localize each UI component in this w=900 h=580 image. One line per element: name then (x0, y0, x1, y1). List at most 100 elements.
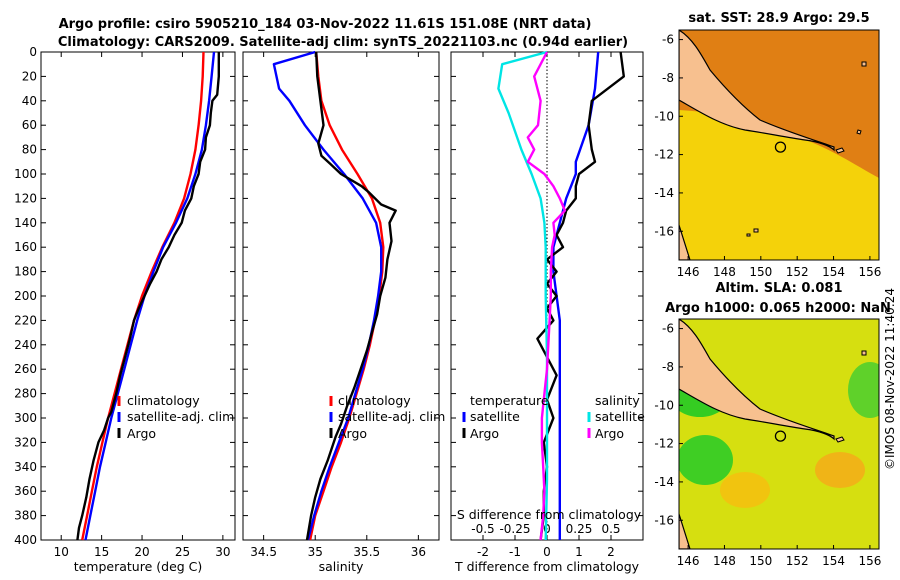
map-lat-tick-label: -6 (662, 33, 674, 47)
map-lat-tick-label: -12 (654, 437, 674, 451)
depth-tick-label: 280 (14, 387, 37, 401)
map-lon-tick-label: 150 (749, 265, 772, 279)
legend-label-argo: Argo (338, 426, 367, 441)
s-difference-tick-label: -0.25 (499, 522, 530, 536)
sst-map (679, 30, 879, 260)
depth-tick-label: 100 (14, 167, 37, 181)
depth-tick-label: 340 (14, 460, 37, 474)
map-lon-tick-label: 154 (822, 265, 845, 279)
depth-tick-group: 0 20 40 60 80 100 120 140 160 180 200 220 240 260 280 3… (14, 45, 643, 547)
map-lat-tick-label: -10 (654, 398, 674, 412)
sla-map-frame (678, 318, 880, 550)
depth-tick-label: 260 (14, 362, 37, 376)
legend-label-t-satellite: satellite (470, 409, 520, 424)
depth-tick-label: 160 (14, 240, 37, 254)
legend-label-climatology: climatology (127, 393, 200, 408)
map-lon-tick-label: 148 (713, 265, 736, 279)
argo-location-marker (774, 430, 787, 442)
depth-tick-label: 360 (14, 484, 37, 498)
depth-tick-label: 400 (14, 533, 37, 547)
salinity-series-satellite-adj-clim (272, 50, 383, 541)
reef-outlines (746, 228, 759, 237)
legend-title-temperature: temperature (470, 393, 549, 408)
depth-tick-label: 320 (14, 435, 37, 449)
sla-field (679, 319, 879, 549)
sla-map (679, 319, 879, 549)
salinity-series-climatology (308, 51, 385, 541)
map-lon-tick-label: 152 (786, 265, 809, 279)
sst-map-ticks: 146 148 150 152 154 156 -6 -8 -10 -12 -14 -16 (654, 33, 881, 279)
map-lat-tick-label: -14 (654, 475, 674, 489)
depth-tick-label: 180 (14, 265, 37, 279)
temperature-panel: 10 15 20 25 30 (54, 51, 231, 559)
imos-credit: ©IMOS 08-Nov-2022 11:40:24 (883, 288, 897, 470)
legend-label-s-satellite: satellite (595, 409, 645, 424)
map-lon-tick-label: 148 (713, 554, 736, 568)
legend-label-satellite: satellite-adj. clim (127, 409, 234, 424)
depth-tick-label: 380 (14, 509, 37, 523)
map-lat-tick-label: -8 (662, 71, 674, 85)
depth-tick-label: 240 (14, 338, 37, 352)
island-outlines (835, 350, 867, 443)
map-lon-tick-label: 146 (677, 554, 700, 568)
depth-tick-label: 60 (22, 118, 37, 132)
salinity-axes-frame (242, 51, 440, 541)
temperature-xtick-label: 25 (175, 545, 190, 559)
depth-tick-label: 40 (22, 94, 37, 108)
temperature-legend: climatology satellite-adj. clim Argo (117, 393, 234, 441)
map-lat-tick-label: -6 (662, 322, 674, 336)
temperature-xtick-label: 15 (94, 545, 109, 559)
map-lon-tick-label: 150 (749, 554, 772, 568)
depth-tick-label: 200 (14, 289, 37, 303)
sst-map-frame (678, 29, 880, 261)
map-lon-tick-label: 146 (677, 265, 700, 279)
s-difference-xlabel: S difference from climatology (457, 507, 642, 522)
argo-location-marker (774, 141, 787, 153)
depth-tick-label: 0 (29, 45, 37, 59)
depth-tick-label: 80 (22, 143, 37, 157)
difference-xtick-label: 2 (607, 545, 615, 559)
legend-label-argo: Argo (127, 426, 156, 441)
difference-legend: temperature satellite Argo salinity sate… (462, 393, 645, 441)
salinity-xtick-label: 35 (308, 545, 323, 559)
australia-land (679, 513, 691, 549)
difference-panel: -2 -1 0 1 2-0.5 -0.25 0 0.25 0.5 (471, 50, 625, 559)
s-difference-tick-label: -0.5 (471, 522, 494, 536)
salinity-legend: climatology satellite-adj. clim Argo (329, 393, 445, 441)
difference-series-t-satellite (552, 51, 600, 540)
legend-label-s-argo: Argo (595, 426, 624, 441)
salinity-panel: 34.5 35 35.5 36 (250, 50, 426, 559)
temperature-series-satellite-adj-clim (84, 51, 216, 541)
difference-xtick-label: -1 (509, 545, 521, 559)
salinity-xlabel: salinity (319, 559, 364, 574)
difference-xtick-label: 0 (543, 545, 551, 559)
sst-map-title: sat. SST: 28.9 Argo: 29.5 (688, 11, 869, 26)
s-difference-tick-label: 0.5 (601, 522, 620, 536)
salinity-xtick-label: 36 (411, 545, 426, 559)
sla-map-ticks: 146 148 150 152 154 156 -6 -8 -10 -12 -14 -16 (654, 322, 881, 568)
t-difference-xlabel: T difference from climatology (454, 559, 640, 574)
temperature-xtick-label: 10 (54, 545, 69, 559)
island-outlines (835, 61, 867, 154)
difference-xtick-label: -2 (477, 545, 489, 559)
legend-label-t-argo: Argo (470, 426, 499, 441)
sla-low-patch (848, 362, 879, 418)
difference-series-t-argo (536, 51, 625, 541)
figure-title-line2: Climatology: CARS2009. Satellite-adj cli… (58, 35, 628, 50)
map-lon-tick-label: 156 (858, 265, 881, 279)
map-lat-tick-label: -8 (662, 360, 674, 374)
map-lat-tick-label: -10 (654, 109, 674, 123)
map-lon-tick-label: 154 (822, 554, 845, 568)
new-guinea-land (679, 30, 835, 152)
figure-title-line1: Argo profile: csiro 5905210_184 03-Nov-2… (59, 17, 592, 32)
salinity-series-argo (305, 51, 397, 541)
australia-land (679, 224, 691, 260)
difference-xtick-label: 1 (575, 545, 583, 559)
map-lat-tick-label: -16 (654, 224, 674, 238)
map-lon-tick-label: 152 (786, 554, 809, 568)
map-lat-tick-label: -12 (654, 148, 674, 162)
depth-tick-label: 140 (14, 216, 37, 230)
difference-series-s-argo (526, 51, 567, 541)
legend-label-climatology: climatology (338, 393, 411, 408)
